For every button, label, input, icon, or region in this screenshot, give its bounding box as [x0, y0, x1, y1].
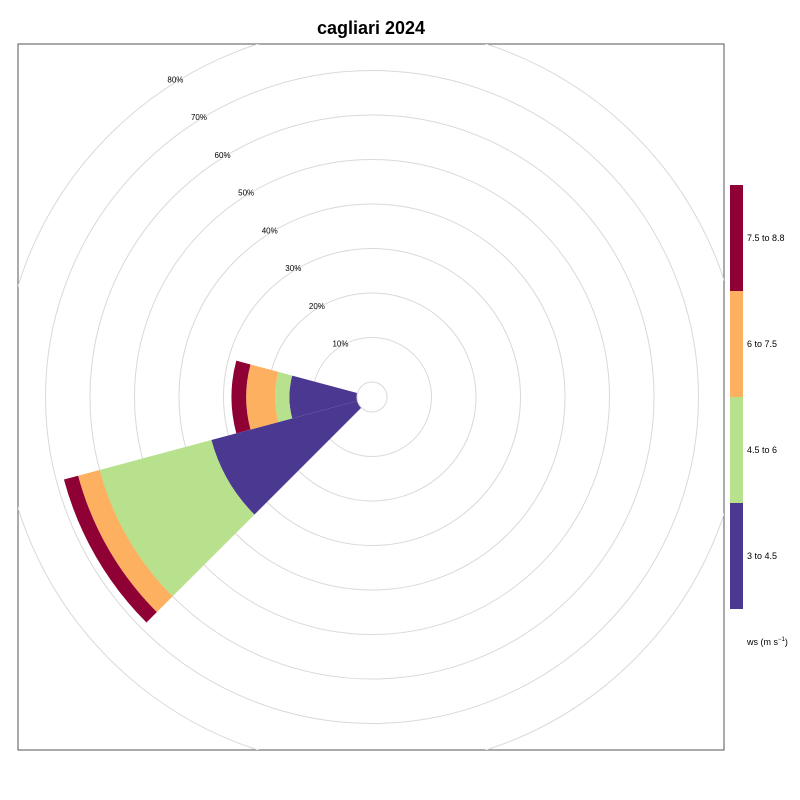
wedge-240-1 — [211, 397, 372, 515]
ring-label: 50% — [238, 189, 254, 198]
legend-swatch — [730, 397, 743, 503]
legend-swatch — [730, 503, 743, 609]
wedge-270-4 — [231, 360, 251, 434]
legend-swatch — [730, 185, 743, 291]
wedge-240-2 — [99, 440, 255, 597]
ring-label: 70% — [191, 113, 207, 122]
legend: 3 to 4.5 4.5 to 6 6 to 7.5 7.5 to 8.8 — [730, 185, 785, 609]
ring-labels: 10% 20% 30% 40% 50% 60% 70% 80% — [167, 75, 348, 348]
wedge-270-3 — [246, 364, 279, 430]
wedge-group — [63, 360, 372, 623]
grid-ring-60 — [89, 114, 655, 680]
grid-ring-70 — [45, 70, 699, 724]
wedge-270-1 — [289, 375, 372, 419]
ring-label: 60% — [215, 151, 231, 160]
chart-title: cagliari 2024 — [316, 18, 426, 38]
ring-label: 80% — [167, 75, 183, 84]
legend-label: 3 to 4.5 — [747, 551, 777, 561]
legend-label: 7.5 to 8.8 — [747, 233, 785, 243]
grid-ring-50 — [134, 159, 610, 635]
wedge-270-2 — [275, 371, 293, 423]
wedge-240-4 — [63, 475, 157, 623]
ring-label: 40% — [262, 226, 278, 235]
ring-label: 10% — [332, 340, 348, 349]
ring-label: 20% — [309, 302, 325, 311]
legend-title: ws (m s−1) — [746, 637, 788, 647]
grid-ring-40 — [178, 203, 566, 591]
legend-label: 6 to 7.5 — [747, 339, 777, 349]
radial-grid — [18, 44, 724, 750]
calm-circle — [356, 381, 388, 413]
ring-label: 30% — [285, 264, 301, 273]
wedge-240-3 — [78, 469, 173, 613]
grid-ring-30 — [223, 248, 521, 546]
legend-swatch — [730, 291, 743, 397]
legend-label: 4.5 to 6 — [747, 445, 777, 455]
